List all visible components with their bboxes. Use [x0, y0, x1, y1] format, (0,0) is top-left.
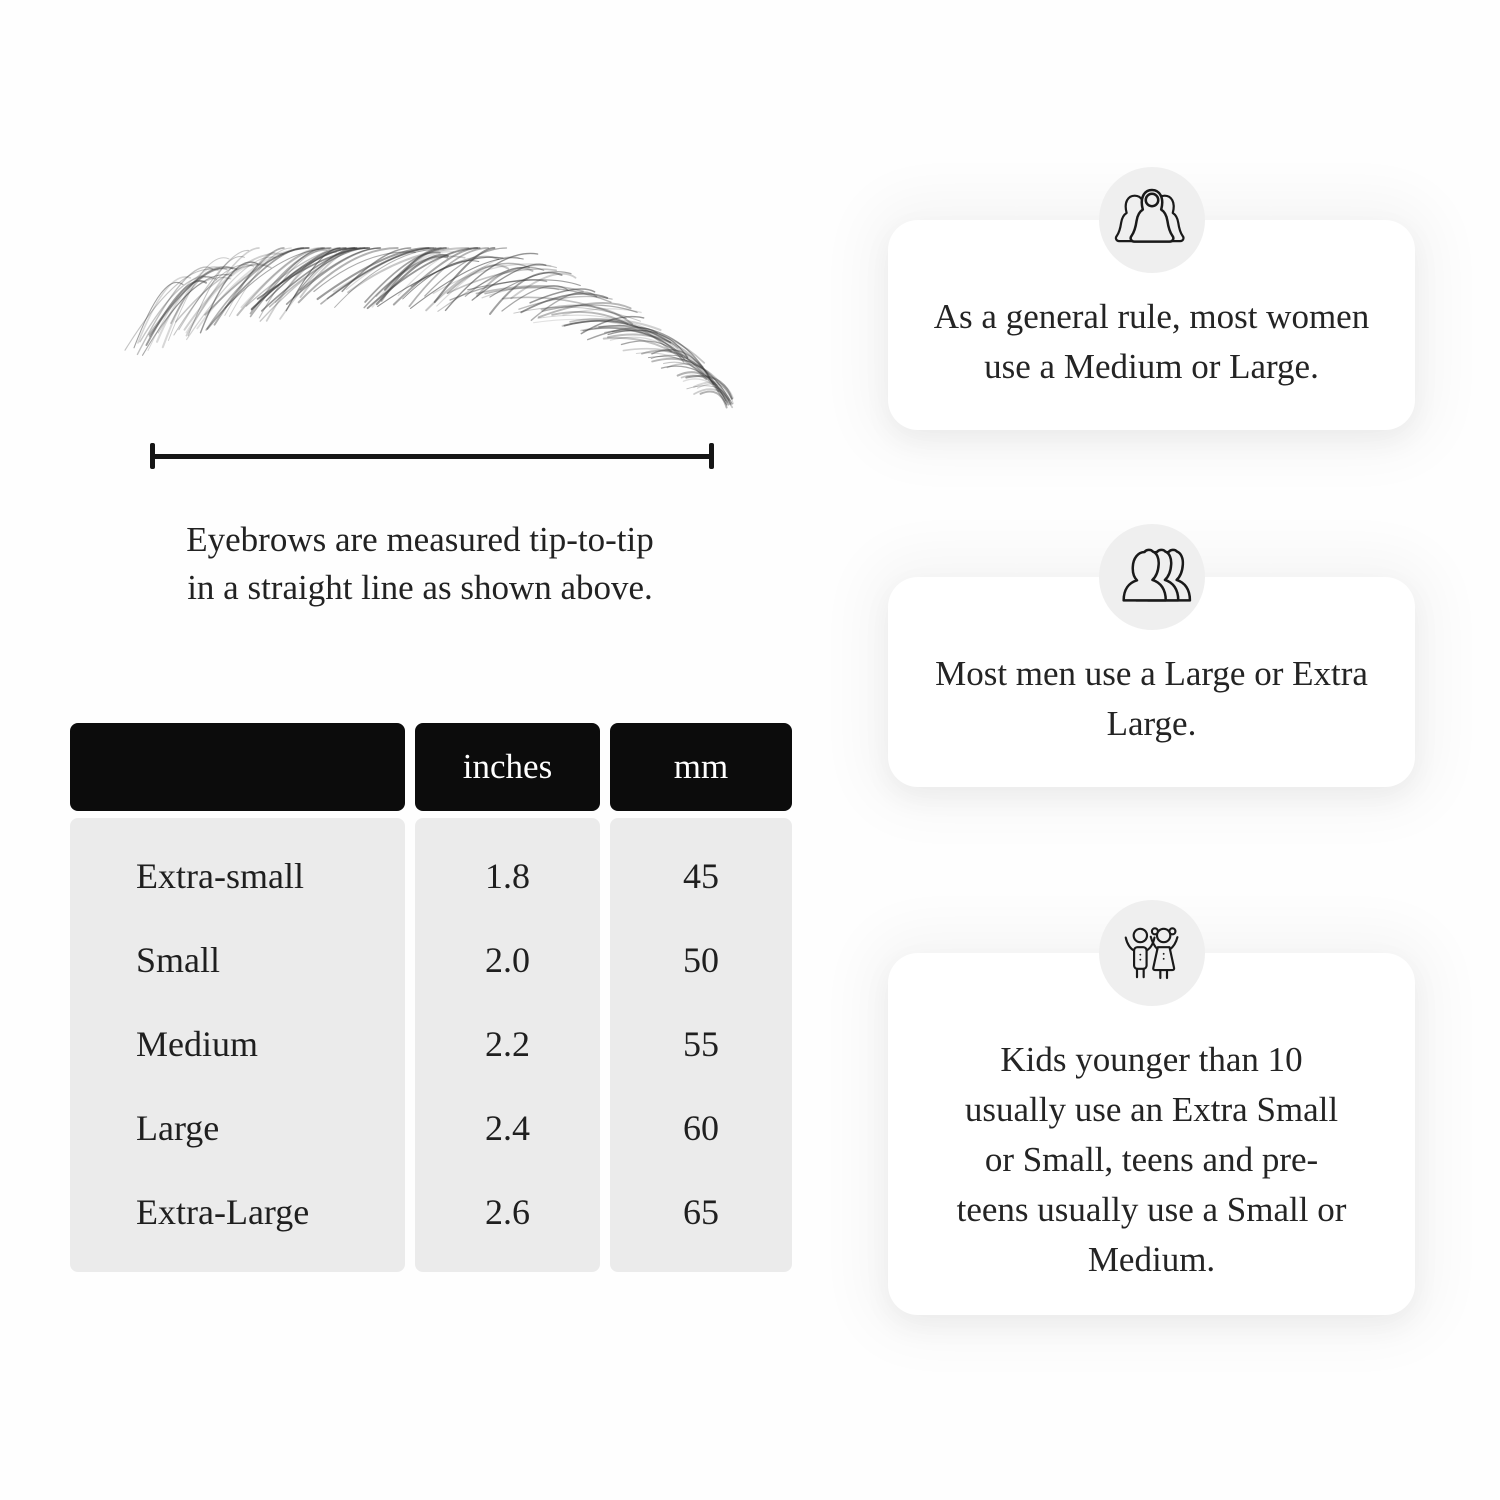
caption-line-2: in a straight line as shown above. [187, 568, 653, 607]
table-cell-inches: 1.8 [485, 856, 530, 896]
table-cell-size-label: Extra-Large [136, 1192, 310, 1232]
table-column-sizes: Extra-small Small Medium Large Extra-Lar… [70, 723, 405, 1272]
caption-line-1: Eyebrows are measured tip-to-tip [186, 520, 654, 559]
table-body-sizes: Extra-small Small Medium Large Extra-Lar… [70, 818, 405, 1272]
table-cell-size-label: Extra-small [136, 856, 304, 896]
table-body-inches: 1.8 2.0 2.2 2.4 2.6 [415, 818, 600, 1272]
card-men-text: Most men use a Large or Extra Large. [935, 654, 1368, 743]
table-column-inches: inches 1.8 2.0 2.2 2.4 2.6 [415, 723, 600, 1272]
measurement-bar [152, 454, 712, 459]
table-header-mm: mm [610, 723, 792, 811]
table-cell-inches: 2.4 [485, 1108, 530, 1148]
table-cell-size-label: Medium [136, 1024, 258, 1064]
measurement-caption: Eyebrows are measured tip-to-tip in a st… [95, 516, 745, 612]
table-cell-mm: 60 [683, 1108, 719, 1148]
eyebrow-illustration [118, 246, 740, 428]
card-kids-text: Kids younger than 10 usually use an Extr… [956, 1040, 1347, 1279]
table-cell-size-label: Small [136, 940, 221, 980]
eyebrow-sketch-svg [124, 246, 734, 409]
card-women-text: As a general rule, most women use a Medi… [933, 297, 1370, 386]
women-icon [1098, 167, 1205, 273]
table-cell-mm: 45 [683, 856, 719, 896]
table-header-size [70, 723, 405, 811]
table-body-mm: 45 50 55 60 65 [610, 818, 792, 1272]
size-table: Extra-small Small Medium Large Extra-Lar… [70, 723, 792, 1272]
table-cell-mm: 65 [683, 1192, 719, 1232]
table-column-mm: mm 45 50 55 60 65 [610, 723, 792, 1272]
card-kids: Kids younger than 10 usually use an Extr… [888, 900, 1415, 1315]
measurement-right-tick [709, 443, 714, 469]
measurement-line [150, 443, 714, 469]
kids-icon [1098, 900, 1205, 1006]
table-cell-mm: 55 [683, 1024, 719, 1064]
card-men: Most men use a Large or Extra Large. [888, 524, 1415, 787]
table-cell-inches: 2.2 [485, 1024, 530, 1064]
table-cell-mm: 50 [683, 940, 719, 980]
table-cell-inches: 2.6 [485, 1192, 530, 1232]
men-icon [1098, 524, 1205, 630]
table-header-inches: inches [415, 723, 600, 811]
table-cell-size-label: Large [136, 1108, 220, 1148]
table-cell-inches: 2.0 [485, 940, 530, 980]
card-women: As a general rule, most women use a Medi… [888, 167, 1415, 430]
